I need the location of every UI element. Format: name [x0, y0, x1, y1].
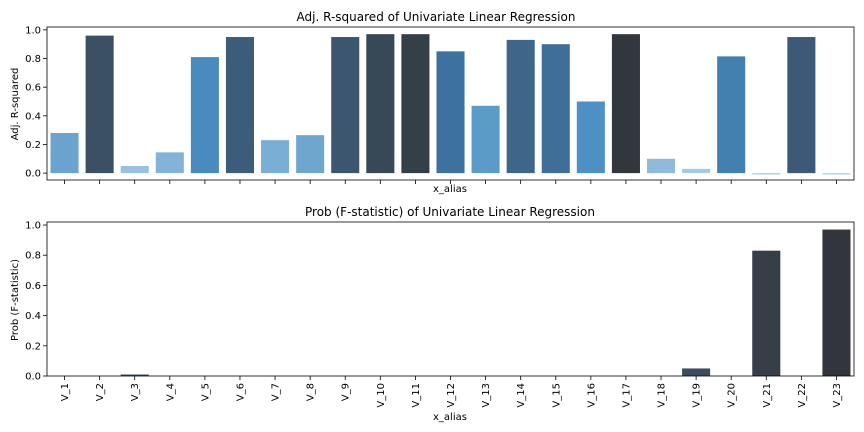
bar-v-8	[296, 135, 325, 174]
chart-prob-f-statistic: Prob (F-statistic) of Univariate Linear …	[10, 205, 855, 423]
x-tick-label: V_21	[762, 383, 773, 408]
bar-v-3	[120, 165, 149, 174]
bars	[50, 34, 851, 175]
x-tick-label: V_9	[341, 383, 352, 401]
bar-v-23	[822, 229, 851, 376]
x-tick-label: V_4	[165, 383, 176, 401]
bar-v-21	[752, 250, 781, 376]
bar-v-4	[155, 152, 184, 174]
x-tick-label: V_16	[586, 383, 597, 408]
y-tick-label: 0.0	[25, 169, 41, 180]
x-tick-label: V_17	[621, 383, 632, 408]
y-tick-label: 1.0	[25, 221, 41, 232]
bar-v-9	[331, 37, 360, 174]
x-tick-label: V_2	[95, 383, 106, 401]
y-tick-label: 0.8	[25, 54, 41, 65]
bar-v-3	[120, 374, 149, 376]
x-tick-label: V_18	[657, 383, 668, 408]
bar-v-7	[261, 140, 290, 174]
chart-title: Adj. R-squared of Univariate Linear Regr…	[297, 10, 576, 24]
y-tick-label: 0.4	[25, 111, 41, 122]
x-tick-label: V_15	[551, 383, 562, 408]
bar-v-6	[225, 37, 255, 174]
bar-v-21	[752, 173, 781, 175]
bar-v-16	[576, 101, 605, 174]
bar-v-17	[611, 34, 640, 174]
bar-v-20	[717, 56, 746, 174]
bar-v-1	[50, 133, 79, 174]
y-axis: 0.0 0.2 0.4 0.6 0.8 1.0	[25, 221, 47, 383]
x-tick-label: V_1	[60, 383, 71, 401]
bar-v-11	[401, 34, 430, 174]
y-tick-label: 0.0	[25, 372, 41, 383]
x-tick-label: V_7	[271, 383, 282, 401]
x-tick-label: V_3	[130, 383, 141, 401]
y-tick-label: 0.8	[25, 251, 41, 262]
x-axis: V_1 V_2 V_3 V_4 V_5 V_6 V_7 V_8 V_9 V_10 V_11 V_12 V…	[60, 376, 843, 408]
x-tick-label: V_20	[727, 383, 738, 408]
bar-v-15	[541, 44, 570, 174]
x-axis-label: x_alias	[433, 184, 467, 195]
y-tick-label: 1.0	[25, 25, 41, 36]
y-axis: 0.0 0.2 0.4 0.6 0.8 1.0	[25, 25, 47, 180]
x-tick-label: V_19	[692, 383, 703, 408]
x-tick-label: V_14	[516, 383, 527, 408]
y-tick-label: 0.6	[25, 281, 41, 292]
bars	[120, 229, 851, 376]
y-tick-label: 0.2	[25, 341, 41, 352]
y-tick-label: 0.6	[25, 83, 41, 94]
bar-v-23	[822, 173, 851, 175]
plot-frame	[46, 26, 855, 181]
bar-v-2	[85, 35, 114, 174]
x-tick-label: V_8	[306, 383, 317, 401]
y-tick-label: 0.4	[25, 311, 41, 322]
x-tick-label: V_23	[832, 383, 843, 408]
bar-v-10	[366, 34, 395, 174]
x-tick-label: V_5	[200, 383, 211, 401]
x-tick-label: V_22	[797, 383, 808, 408]
bar-v-5	[190, 57, 219, 174]
chart-adj-r-squared: Adj. R-squared of Univariate Linear Regr…	[10, 10, 855, 195]
y-tick-label: 0.2	[25, 140, 41, 151]
bar-v-18	[646, 158, 676, 174]
bar-v-19	[682, 168, 711, 174]
y-axis-label: Prob (F-statistic)	[10, 259, 21, 341]
bar-v-13	[471, 105, 500, 174]
x-tick-label: V_10	[376, 383, 387, 408]
x-axis-label: x_alias	[433, 412, 467, 423]
chart-title: Prob (F-statistic) of Univariate Linear …	[305, 205, 595, 219]
bar-v-22	[787, 37, 816, 174]
x-tick-label: V_13	[481, 383, 492, 408]
y-axis-label: Adj. R-squared	[10, 68, 21, 141]
bar-v-14	[506, 39, 535, 174]
x-tick-label: V_6	[235, 383, 246, 401]
x-tick-label: V_11	[411, 383, 422, 408]
bar-v-19	[682, 368, 711, 376]
x-tick-label: V_12	[446, 383, 457, 408]
x-axis	[64, 180, 837, 184]
bar-v-12	[436, 51, 465, 174]
plot-frame	[46, 221, 855, 377]
